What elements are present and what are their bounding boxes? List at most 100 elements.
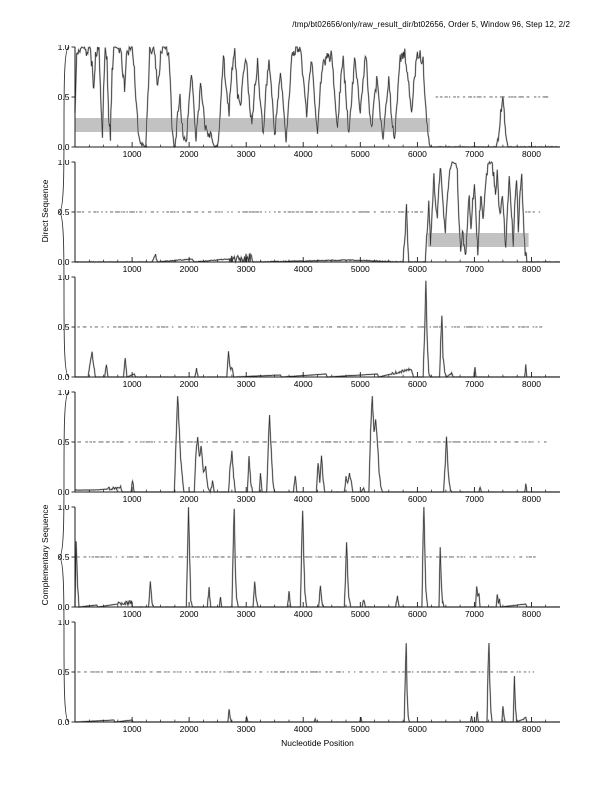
x-tick-label: 1000 xyxy=(123,149,142,159)
orf-marker xyxy=(127,671,129,673)
orf-marker xyxy=(339,326,341,328)
orf-marker xyxy=(470,671,473,673)
x-tick-label: 4000 xyxy=(294,149,313,159)
orf-marker xyxy=(341,211,344,213)
orf-marker xyxy=(274,556,277,558)
orf-marker xyxy=(470,96,472,98)
orf-marker xyxy=(412,671,414,673)
orf-marker xyxy=(373,211,376,213)
orf-marker xyxy=(216,326,220,328)
orf-marker xyxy=(344,441,348,443)
orf-marker xyxy=(227,211,229,213)
orf-marker xyxy=(309,211,313,213)
orf-marker xyxy=(481,556,484,558)
orf-marker xyxy=(94,326,98,328)
orf-marker xyxy=(157,556,160,558)
orf-marker xyxy=(173,671,176,673)
orf-marker xyxy=(94,211,97,213)
orf-marker xyxy=(122,211,126,213)
orf-marker xyxy=(227,441,230,443)
orf-marker xyxy=(485,441,488,443)
orf-marker xyxy=(115,211,119,213)
orf-marker xyxy=(218,211,221,213)
orf-marker xyxy=(346,211,349,213)
orf-marker xyxy=(497,556,500,558)
orf-marker xyxy=(499,671,503,673)
orf-marker xyxy=(96,556,100,558)
x-tick-label: 8000 xyxy=(522,379,541,389)
orf-marker xyxy=(145,441,148,443)
orf-marker xyxy=(116,671,119,673)
orf-marker xyxy=(139,671,142,673)
orf-marker xyxy=(220,556,224,558)
orf-marker xyxy=(364,211,368,213)
orf-marker xyxy=(77,671,79,673)
orf-marker xyxy=(483,96,486,98)
y-tick-label: 0.0 xyxy=(58,487,70,497)
orf-marker xyxy=(124,671,127,673)
orf-marker xyxy=(421,671,424,673)
orf-marker xyxy=(353,671,356,673)
orf-marker xyxy=(143,556,147,558)
orf-marker xyxy=(150,211,154,213)
orf-marker xyxy=(178,556,182,558)
y-tick-label: 1.0 xyxy=(58,390,70,397)
orf-marker xyxy=(170,211,174,213)
x-tick-label: 3000 xyxy=(237,724,256,734)
orf-marker xyxy=(208,211,211,213)
orf-marker xyxy=(385,211,388,213)
x-tick-label: 8000 xyxy=(522,494,541,504)
orf-marker xyxy=(526,556,528,558)
orf-marker xyxy=(145,211,147,213)
orf-marker xyxy=(407,556,412,558)
orf-marker xyxy=(134,671,138,673)
orf-marker xyxy=(367,441,370,443)
y-tick-label: 1.0 xyxy=(58,620,70,627)
orf-marker xyxy=(420,211,422,213)
orf-marker xyxy=(219,671,222,673)
orf-marker xyxy=(436,556,440,558)
orf-marker xyxy=(274,441,277,443)
orf-marker xyxy=(306,556,308,558)
orf-marker xyxy=(402,671,406,673)
orf-marker xyxy=(79,211,82,213)
orf-marker xyxy=(156,211,159,213)
orf-marker xyxy=(78,671,81,673)
x-tick-label: 1000 xyxy=(123,724,142,734)
orf-marker xyxy=(380,211,384,213)
orf-marker xyxy=(528,441,532,443)
orf-marker xyxy=(513,96,517,98)
orf-marker xyxy=(293,671,298,673)
orf-marker xyxy=(349,326,353,328)
orf-marker xyxy=(524,441,527,443)
x-tick-label: 8000 xyxy=(522,609,541,619)
orf-marker xyxy=(171,326,174,328)
orf-marker xyxy=(488,441,491,443)
orf-marker xyxy=(463,441,467,443)
orf-marker xyxy=(196,211,199,213)
orf-marker xyxy=(477,326,481,328)
orf-marker xyxy=(478,671,481,673)
orf-marker xyxy=(384,441,387,443)
orf-marker xyxy=(396,441,399,443)
orf-marker xyxy=(435,326,439,328)
orf-marker xyxy=(480,441,485,443)
orf-marker xyxy=(107,556,110,558)
orf-marker xyxy=(240,326,244,328)
orf-marker xyxy=(481,671,484,673)
orf-marker xyxy=(146,441,151,443)
x-tick-label: 8000 xyxy=(522,149,541,159)
orf-marker xyxy=(150,441,154,443)
orf-marker xyxy=(137,556,139,558)
orf-marker xyxy=(516,441,519,443)
x-tick-label: 8000 xyxy=(522,724,541,734)
orf-marker xyxy=(289,211,292,213)
orf-marker xyxy=(329,211,332,213)
orf-marker xyxy=(298,556,302,558)
orf-marker xyxy=(259,671,262,673)
orf-marker xyxy=(257,441,259,443)
orf-marker xyxy=(478,96,482,98)
x-tick-label: 3000 xyxy=(237,609,256,619)
orf-marker xyxy=(220,441,224,443)
orf-marker xyxy=(89,441,92,443)
